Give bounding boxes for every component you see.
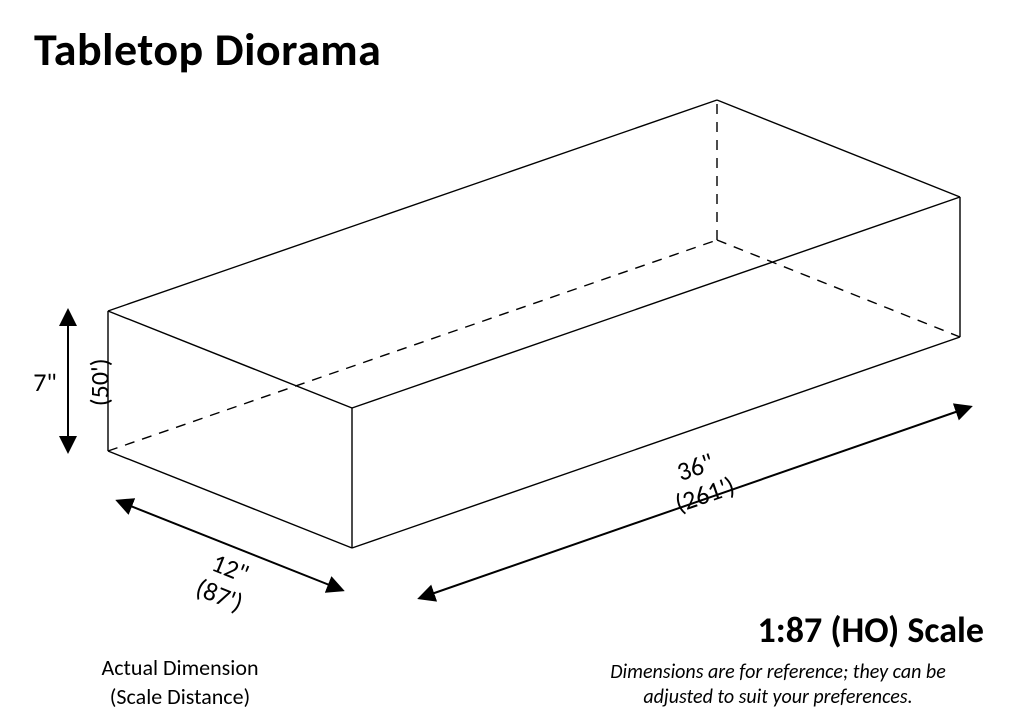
edge-ef <box>108 311 352 408</box>
box-solid-edges <box>108 100 960 548</box>
legend-line-1: Actual Dimension <box>70 654 290 683</box>
dim-height-scale: (50') <box>86 352 115 412</box>
scale-title: 1:87 (HO) Scale <box>758 608 984 652</box>
edge-fg <box>352 197 960 408</box>
footnote-line-2: adjusted to suit your preferences. <box>568 685 988 710</box>
edge-ad <box>108 240 717 451</box>
edge-eh <box>108 100 717 311</box>
edge-dc <box>717 240 960 337</box>
edge-ab <box>108 451 352 548</box>
edge-gh <box>717 100 960 197</box>
legend-line-2: (Scale Distance) <box>70 683 290 712</box>
footnote-line-1: Dimensions are for reference; they can b… <box>568 660 988 685</box>
box-dashed-edges <box>108 100 960 451</box>
dim-height-actual: 7" <box>30 368 60 397</box>
